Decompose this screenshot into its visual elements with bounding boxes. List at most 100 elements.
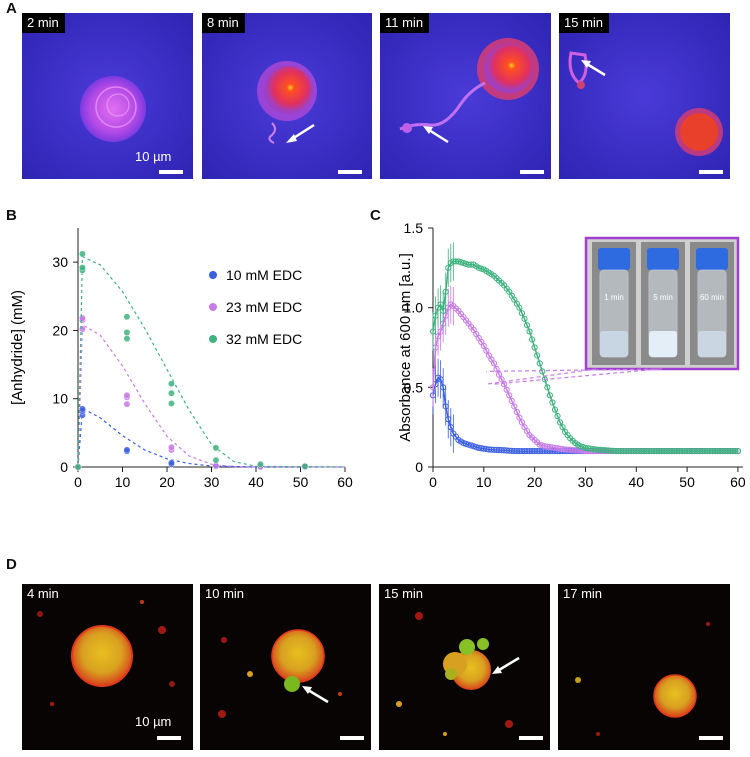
- data-point-c: [734, 447, 742, 455]
- data-point-c: [528, 336, 536, 343]
- data-point-c: [498, 376, 505, 383]
- legend-marker-b: [209, 271, 217, 279]
- legend-label-b: 10 mM EDC: [226, 267, 302, 283]
- x-tick-label-c: 50: [679, 474, 695, 490]
- data-point-c: [534, 352, 541, 359]
- arrow-d3: [492, 656, 520, 674]
- data-point-c: [559, 424, 566, 431]
- data-point-c: [732, 447, 739, 455]
- y-tick-label-b: 20: [52, 322, 68, 338]
- x-tick-label-c: 40: [628, 474, 644, 490]
- scale-label-d: 10 µm: [135, 714, 172, 729]
- legend-marker-b: [209, 303, 217, 311]
- scale-label-a: 10 µm: [135, 149, 172, 164]
- arrow-a2: [286, 123, 315, 143]
- vial-label: 60 min: [700, 293, 724, 302]
- micrograph-d-4: 17 min: [558, 584, 730, 750]
- data-point-b: [168, 389, 175, 397]
- y-axis-label-b: [Anhydride] (mM): [9, 290, 26, 405]
- y-tick-label-b: 30: [52, 254, 68, 270]
- data-point-b: [79, 405, 86, 413]
- panel-a-letter: A: [6, 0, 17, 17]
- data-point-c: [518, 310, 526, 317]
- arrow-a4: [581, 60, 606, 77]
- fit-line-b: [77, 255, 346, 468]
- panel-d-letter: D: [6, 556, 17, 573]
- data-point-c: [478, 265, 485, 272]
- data-point-c: [490, 360, 498, 367]
- data-point-c: [483, 347, 490, 354]
- data-point-c: [516, 414, 523, 421]
- vial-liquid: [698, 331, 726, 357]
- micrograph-a-1: 2 min 10 µm: [22, 13, 193, 179]
- y-tick-label-c: 0: [415, 459, 423, 475]
- vial-cap: [647, 248, 679, 270]
- vial-cap: [598, 248, 630, 270]
- scale-bar-a4: [699, 170, 723, 174]
- data-point-c: [544, 384, 551, 391]
- scale-bar-a3: [520, 170, 544, 174]
- fit-line-b: [77, 323, 346, 468]
- data-point-c: [526, 328, 533, 335]
- vial-label: 5 min: [653, 293, 673, 302]
- data-point-b: [123, 400, 131, 408]
- data-point-c: [554, 412, 561, 420]
- micrograph-a-2: 8 min: [202, 13, 372, 179]
- arrow-d2: [302, 686, 329, 704]
- x-tick-label-c: 30: [578, 474, 594, 490]
- x-tick-label-b: 10: [115, 474, 131, 490]
- panel-c-letter: C: [370, 207, 381, 224]
- data-point-c: [495, 371, 503, 378]
- micrograph-d-2-image: [200, 584, 371, 750]
- y-tick-label-b: 10: [52, 391, 68, 407]
- data-point-c: [508, 397, 515, 404]
- panel-b-letter: B: [6, 207, 17, 224]
- data-point-c: [503, 386, 510, 393]
- chart-b: 01020304050600102030Time [min][Anhydride…: [9, 228, 353, 490]
- data-point-c: [551, 406, 559, 413]
- x-tick-label-c: 10: [476, 474, 492, 490]
- data-point-b: [168, 380, 175, 388]
- data-point-c: [518, 419, 526, 426]
- data-point-b: [257, 460, 264, 468]
- data-point-c: [536, 360, 543, 367]
- legend-label-b: 32 mM EDC: [226, 331, 302, 347]
- x-tick-label-b: 40: [248, 474, 264, 490]
- data-point-c: [513, 408, 520, 416]
- data-point-b: [168, 459, 175, 467]
- time-label-d2: 10 min: [205, 586, 245, 601]
- inset-connector: [486, 368, 597, 385]
- data-point-c: [511, 403, 518, 410]
- y-tick-label-b: 0: [60, 459, 68, 475]
- micrograph-a-4-image: [559, 13, 730, 179]
- data-point-b: [79, 264, 86, 272]
- micrograph-a-1-image: [22, 13, 193, 179]
- micrograph-d-1-image: [22, 584, 193, 750]
- vial-liquid: [600, 331, 628, 357]
- data-point-c: [506, 392, 513, 399]
- data-point-c: [556, 419, 564, 426]
- micrograph-a-3: 11 min: [380, 13, 551, 179]
- data-point-b: [79, 325, 86, 333]
- data-point-c: [546, 392, 553, 399]
- x-tick-label-c: 0: [429, 474, 437, 490]
- time-label-d1: 4 min: [27, 586, 59, 601]
- time-label-a3: 11 min: [380, 13, 430, 33]
- data-point-b: [123, 313, 131, 321]
- data-point-b: [123, 335, 131, 343]
- micrograph-a-3-image: [380, 13, 551, 179]
- scale-bar-a1: [159, 170, 183, 174]
- micrograph-d-3-image: [379, 584, 550, 750]
- micrograph-a-4: 15 min: [559, 13, 730, 179]
- time-label-a2: 8 min: [202, 13, 245, 33]
- x-tick-label-c: 20: [527, 474, 543, 490]
- inset-photo: 1 min 5 min 60 min: [584, 236, 740, 371]
- data-point-b: [74, 463, 82, 471]
- scale-bar-d2: [340, 736, 364, 740]
- time-label-d3: 15 min: [384, 586, 424, 601]
- x-tick-label-b: 50: [293, 474, 309, 490]
- data-point-b: [123, 446, 131, 454]
- data-point-b: [79, 314, 86, 322]
- series-line-c: [432, 376, 738, 452]
- data-point-c: [531, 344, 538, 351]
